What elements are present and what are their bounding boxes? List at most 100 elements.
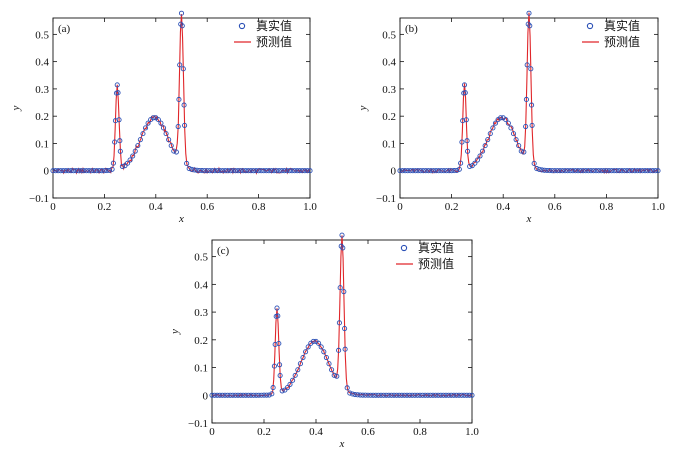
marker-actual bbox=[331, 372, 337, 378]
marker-actual bbox=[83, 168, 89, 174]
marker-actual bbox=[81, 168, 87, 174]
marker-actual bbox=[276, 340, 282, 347]
marker-actual bbox=[529, 122, 535, 128]
marker-actual bbox=[394, 392, 400, 398]
marker-actual bbox=[222, 392, 228, 398]
marker-actual bbox=[217, 392, 223, 398]
marker-actual bbox=[451, 392, 457, 398]
marker-actual bbox=[559, 168, 566, 174]
marker-actual bbox=[378, 392, 384, 398]
marker-actual bbox=[516, 143, 522, 149]
marker-actual bbox=[357, 392, 363, 398]
marker-actual bbox=[650, 168, 656, 174]
marker-actual bbox=[645, 168, 651, 174]
x-tick-label: 0.6 bbox=[361, 426, 375, 438]
marker-actual bbox=[621, 168, 628, 174]
marker-actual bbox=[456, 166, 462, 172]
marker-actual bbox=[326, 361, 332, 367]
marker-actual bbox=[527, 23, 533, 29]
marker-actual bbox=[454, 167, 460, 174]
marker-actual bbox=[264, 392, 270, 398]
marker-actual bbox=[238, 392, 244, 398]
marker-actual bbox=[182, 122, 188, 128]
marker-actual bbox=[629, 168, 635, 174]
x-axis-label: x bbox=[339, 438, 345, 450]
legend-label-actual: 真实值 bbox=[604, 18, 640, 33]
marker-actual bbox=[142, 125, 149, 131]
marker-actual bbox=[436, 168, 442, 174]
marker-actual bbox=[397, 168, 403, 174]
x-tick-label: 0.8 bbox=[413, 426, 427, 438]
y-tick-label: 0.1 bbox=[382, 138, 396, 150]
marker-actual bbox=[513, 137, 519, 143]
marker-actual bbox=[461, 82, 468, 88]
marker-actual bbox=[202, 168, 208, 174]
marker-actual bbox=[624, 168, 630, 174]
marker-actual bbox=[464, 138, 470, 144]
marker-actual bbox=[578, 168, 584, 174]
marker-actual bbox=[168, 143, 174, 149]
marker-actual bbox=[60, 168, 66, 174]
y-tick-label: 0.1 bbox=[35, 138, 49, 150]
marker-actual bbox=[547, 168, 553, 174]
y-tick-label: 0.4 bbox=[382, 57, 396, 69]
marker-actual bbox=[386, 392, 392, 398]
marker-actual bbox=[127, 157, 133, 163]
marker-actual bbox=[289, 168, 295, 174]
marker-actual bbox=[534, 166, 540, 172]
marker-actual bbox=[287, 381, 293, 387]
marker-actual bbox=[554, 168, 560, 174]
marker-actual bbox=[449, 168, 455, 174]
marker-actual bbox=[616, 168, 622, 174]
marker-actual bbox=[451, 168, 457, 174]
marker-actual bbox=[230, 392, 236, 398]
marker-actual bbox=[466, 392, 472, 398]
marker-actual bbox=[425, 392, 431, 398]
marker-actual bbox=[510, 131, 517, 137]
marker-actual bbox=[240, 392, 246, 398]
marker-actual bbox=[204, 168, 210, 174]
marker-actual bbox=[418, 168, 424, 174]
marker-actual bbox=[94, 168, 100, 174]
marker-actual bbox=[258, 168, 264, 174]
marker-actual bbox=[307, 168, 313, 174]
marker-actual bbox=[575, 168, 581, 174]
legend-marker-actual bbox=[586, 22, 594, 30]
marker-actual bbox=[446, 168, 452, 174]
marker-actual bbox=[116, 117, 122, 123]
marker-actual bbox=[110, 160, 116, 166]
marker-actual bbox=[342, 325, 348, 332]
x-tick-label: 0.8 bbox=[252, 201, 266, 213]
marker-actual bbox=[336, 320, 342, 326]
marker-actual bbox=[220, 168, 226, 174]
marker-actual bbox=[349, 391, 355, 397]
marker-actual bbox=[458, 160, 464, 166]
marker-actual bbox=[438, 168, 444, 174]
marker-actual bbox=[130, 153, 136, 159]
marker-actual bbox=[304, 168, 310, 174]
y-tick-label: −0.1 bbox=[188, 418, 208, 430]
marker-actual bbox=[271, 363, 277, 369]
marker-actual bbox=[106, 167, 113, 174]
marker-actual bbox=[274, 305, 280, 311]
marker-actual bbox=[207, 168, 213, 174]
marker-actual bbox=[290, 377, 296, 383]
marker-actual bbox=[523, 96, 529, 103]
marker-actual bbox=[627, 168, 633, 174]
legend-label-actual: 真实值 bbox=[418, 240, 454, 255]
marker-actual bbox=[303, 349, 309, 355]
marker-actual bbox=[132, 148, 138, 154]
marker-actual bbox=[529, 102, 535, 108]
marker-actual bbox=[212, 168, 218, 174]
marker-actual bbox=[140, 131, 146, 137]
marker-actual bbox=[474, 157, 480, 163]
x-axis-label: x bbox=[178, 213, 184, 225]
marker-actual bbox=[266, 168, 272, 174]
marker-actual bbox=[409, 392, 415, 398]
marker-actual bbox=[279, 388, 285, 394]
marker-actual bbox=[370, 392, 376, 398]
panel-label: (c) bbox=[217, 245, 230, 257]
x-tick-label: 1.0 bbox=[651, 201, 665, 213]
y-tick-label: 0.5 bbox=[382, 29, 396, 41]
marker-actual bbox=[342, 346, 348, 352]
